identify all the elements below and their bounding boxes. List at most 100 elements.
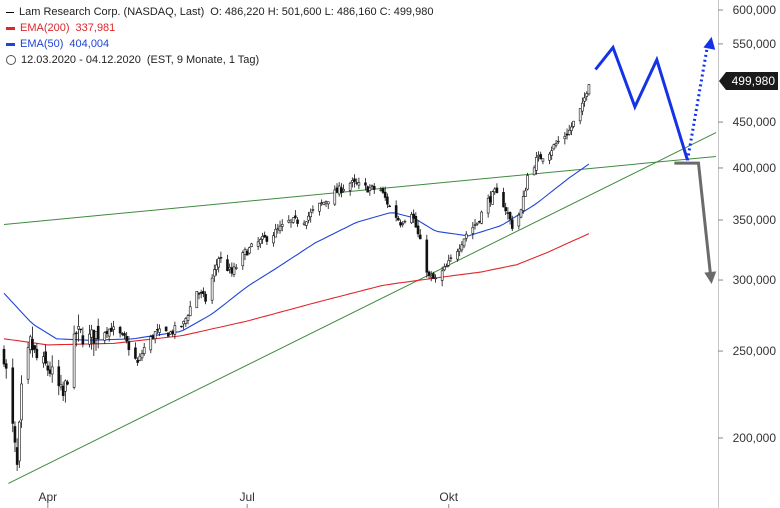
candle-body xyxy=(31,338,34,351)
candle-body xyxy=(429,275,433,278)
trendlines xyxy=(3,132,717,484)
candle-body xyxy=(449,257,453,259)
candle-body xyxy=(61,385,65,396)
ema200-swatch-icon xyxy=(6,26,15,30)
candle-body xyxy=(456,251,459,260)
candle-body xyxy=(169,331,172,335)
candle-body xyxy=(504,207,507,212)
candle-body xyxy=(186,315,190,321)
candle-body xyxy=(326,201,330,205)
candle-body xyxy=(245,250,249,256)
candle-body xyxy=(294,215,297,218)
candle-body xyxy=(370,185,374,187)
forecast-zigzag xyxy=(594,44,689,161)
candle-body xyxy=(418,234,422,240)
candle-body xyxy=(226,259,229,271)
candle-body xyxy=(33,345,36,350)
candle-body xyxy=(366,186,369,193)
candle-body xyxy=(535,157,538,171)
candle-body xyxy=(502,191,505,208)
candle-body xyxy=(401,223,405,225)
candle-body xyxy=(320,202,323,204)
y-tick-label: 450,000 xyxy=(733,115,777,129)
forecast-arrows xyxy=(594,36,717,284)
candle-body xyxy=(20,383,23,421)
candle-body xyxy=(337,185,341,195)
candle-body xyxy=(583,97,586,102)
legend-range-note: (EST, 9 Monate, 1 Tag) xyxy=(146,54,260,66)
legend-title: Lam Research Corp. (NASDAQ, Last) xyxy=(19,6,205,18)
candle-body xyxy=(127,341,131,351)
candle-body xyxy=(434,277,437,280)
candle-body xyxy=(118,326,122,334)
candle-body xyxy=(219,257,223,259)
candle-body xyxy=(381,188,385,193)
candle-body xyxy=(261,236,264,240)
candle-body xyxy=(15,447,19,465)
candle-body xyxy=(480,211,483,224)
x-tick-label: Apr xyxy=(38,490,57,504)
candle-body xyxy=(180,325,183,328)
candle-body xyxy=(333,189,337,205)
legend: Lam Research Corp. (NASDAQ, Last) O: 486… xyxy=(6,4,433,68)
y-tick-label: 300,000 xyxy=(733,273,777,287)
candle-body xyxy=(357,182,361,186)
candle-body xyxy=(427,271,431,276)
candle-body xyxy=(202,291,205,295)
candle-body xyxy=(18,421,21,462)
candle-body xyxy=(272,235,275,244)
candle-body xyxy=(460,244,464,251)
symbol-line-icon xyxy=(6,11,14,13)
candle-body xyxy=(46,365,50,371)
candles xyxy=(2,84,591,471)
candle-body xyxy=(548,153,551,161)
candle-body xyxy=(72,333,76,388)
y-tick-label: 400,000 xyxy=(733,161,777,175)
candle-body xyxy=(305,221,308,226)
candle-body xyxy=(302,222,306,225)
candle-body xyxy=(199,292,203,294)
candle-body xyxy=(112,326,115,330)
legend-ema50-value: 404,004 xyxy=(69,38,110,50)
candle-body xyxy=(372,185,376,190)
candle-body xyxy=(410,214,413,224)
candle-body xyxy=(495,187,499,194)
candle-body xyxy=(585,93,589,97)
candle-body xyxy=(250,243,253,247)
trendline-1 xyxy=(3,155,717,225)
y-axis: 600,000 550,000 450,000 400,000 350,000 300,0… xyxy=(718,0,778,508)
candle-body xyxy=(552,144,556,150)
candle-body xyxy=(486,197,490,214)
candle-body xyxy=(318,202,321,212)
candle-body xyxy=(335,187,339,193)
candle-body xyxy=(94,331,98,339)
candle-body xyxy=(263,234,267,238)
y-tick-label: 200,000 xyxy=(733,431,777,445)
candle-body xyxy=(379,189,383,191)
candle-body xyxy=(103,332,107,341)
candle-body xyxy=(307,215,310,221)
candle-body xyxy=(136,360,139,363)
ema50-swatch-icon xyxy=(6,42,15,46)
candle-body xyxy=(491,191,494,205)
candle-body xyxy=(550,150,553,156)
candle-body xyxy=(167,332,170,337)
legend-ema50: EMA(50) 404,004 xyxy=(6,36,433,52)
candle-body xyxy=(241,252,245,267)
candle-body xyxy=(182,321,185,325)
candle-body xyxy=(215,264,218,270)
candle-body xyxy=(355,182,359,184)
arrow-up-icon xyxy=(703,36,716,50)
candle-body xyxy=(232,266,236,275)
candle-body xyxy=(26,347,30,380)
x-axis: Apr Jul Okt xyxy=(38,490,459,508)
candle-body xyxy=(462,238,466,247)
candle-body xyxy=(565,133,569,136)
candle-body xyxy=(541,158,545,162)
candle-body xyxy=(342,189,345,192)
candle-body xyxy=(471,227,475,234)
candle-body xyxy=(149,336,153,351)
candle-body xyxy=(188,306,192,317)
